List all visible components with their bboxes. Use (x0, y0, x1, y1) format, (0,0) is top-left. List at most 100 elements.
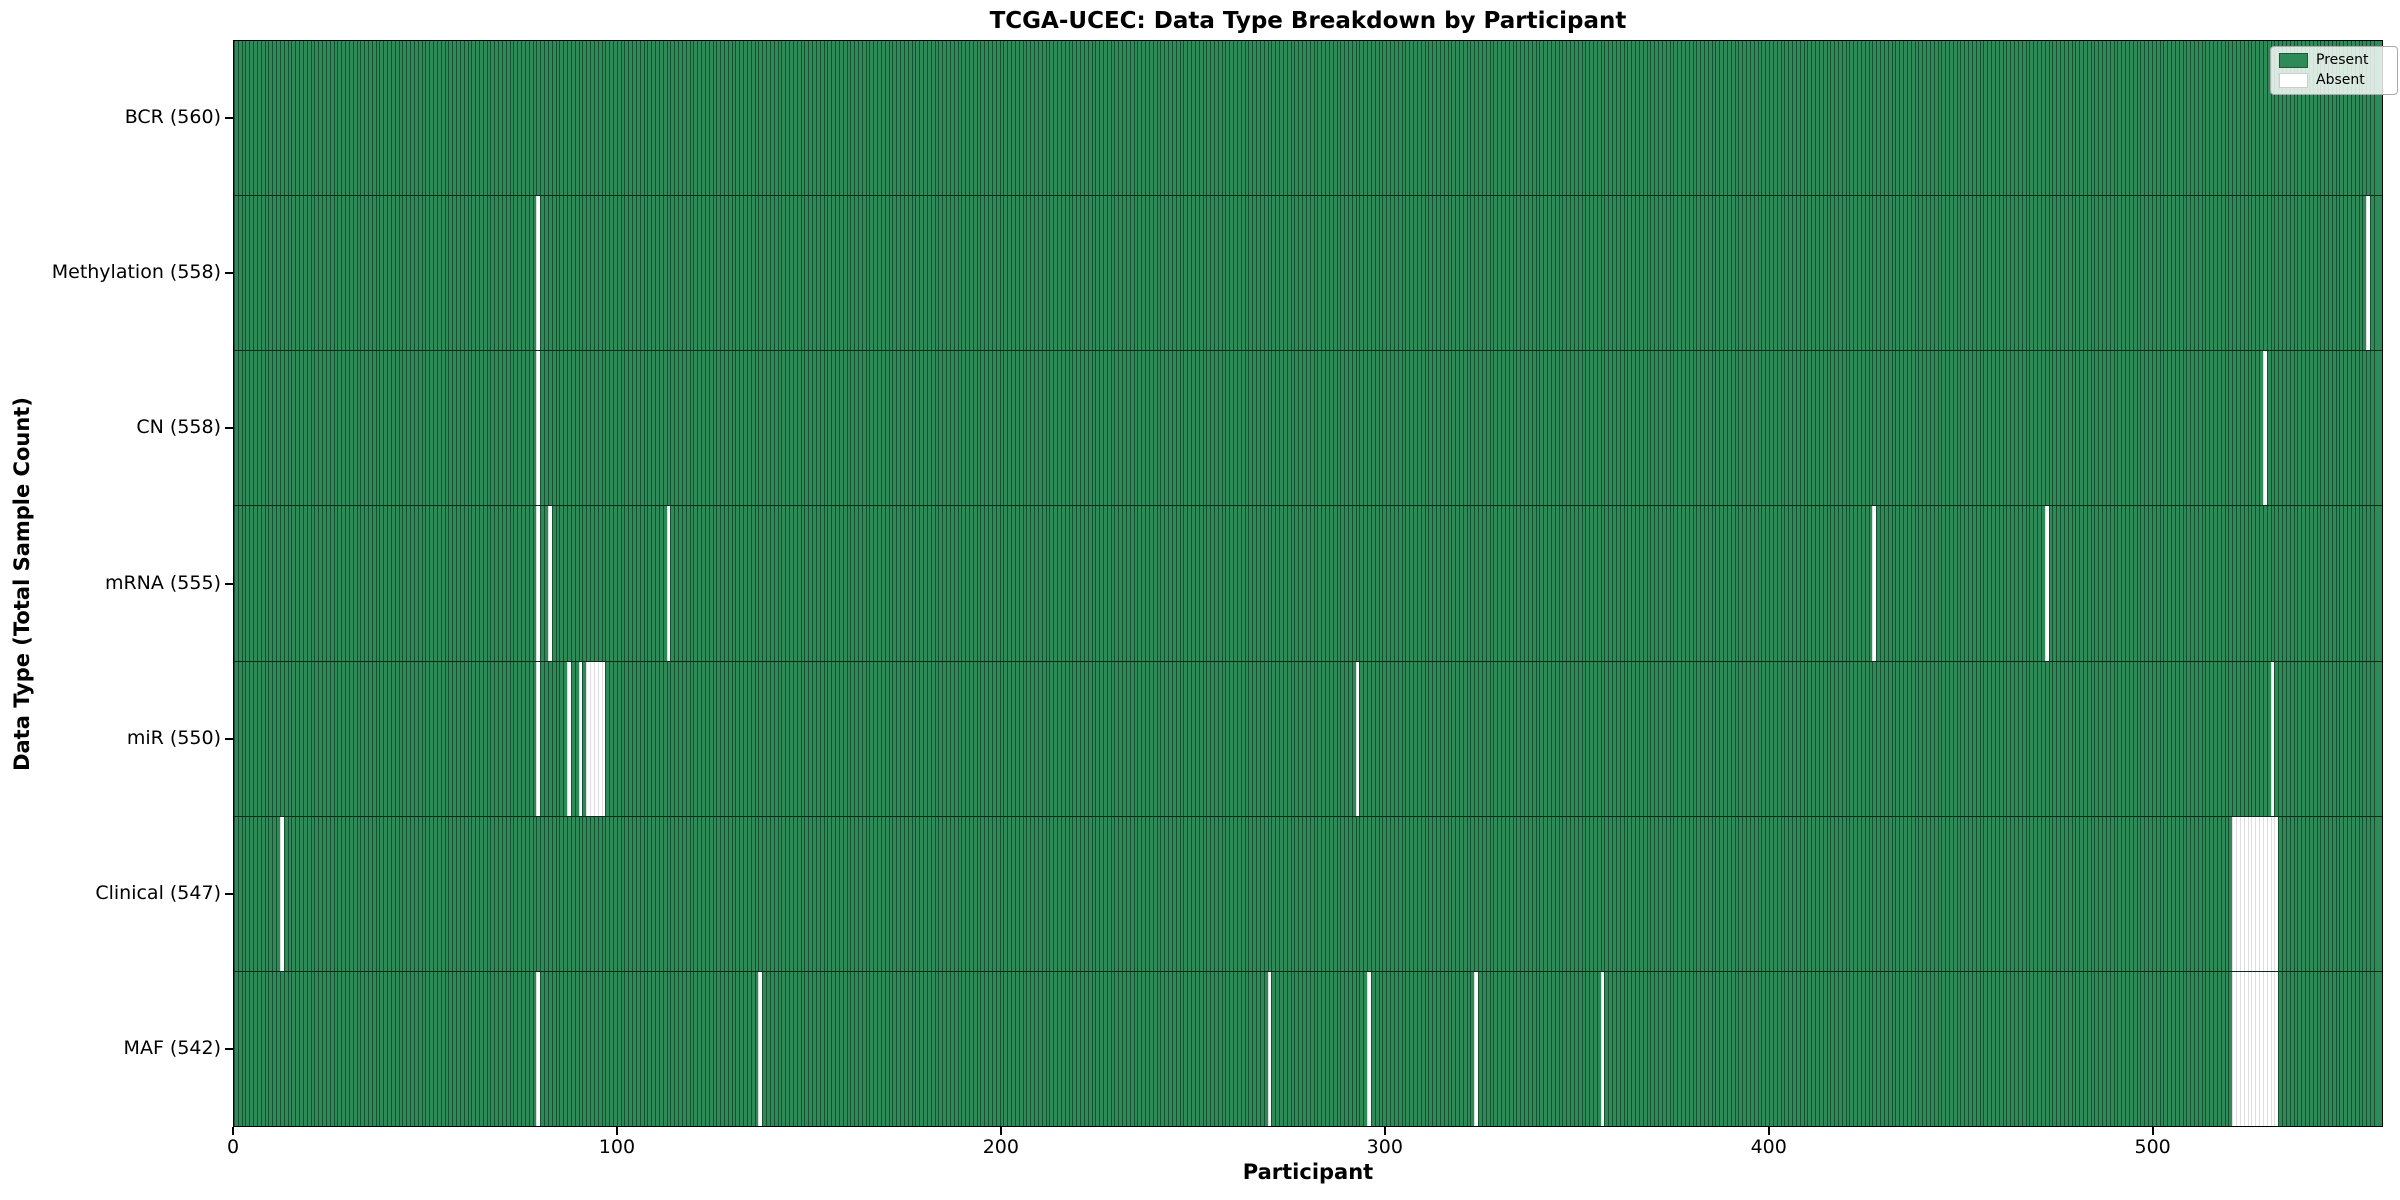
heatmap-cell (2194, 506, 2198, 661)
heatmap-cell (1906, 816, 1911, 971)
heatmap-cell (2335, 506, 2340, 661)
heatmap-cell (865, 41, 870, 196)
heatmap-cell (1141, 661, 1146, 816)
heatmap-cell (1481, 506, 1486, 661)
heatmap-cell (666, 816, 671, 971)
heatmap-cell (425, 971, 430, 1126)
heatmap-cell (2102, 971, 2106, 1126)
heatmap-cell (792, 506, 797, 661)
heatmap-cell (838, 41, 843, 196)
heatmap-cell (325, 41, 330, 196)
heatmap-cell (854, 196, 858, 351)
heatmap-cell (1508, 816, 1513, 971)
heatmap-cell (1642, 661, 1647, 816)
heatmap-cell (295, 971, 300, 1126)
heatmap-cell (743, 816, 747, 971)
heatmap-cell (1681, 196, 1685, 351)
heatmap-cell (2327, 661, 2332, 816)
heatmap-cell (402, 196, 407, 351)
heatmap-cell (1504, 971, 1509, 1126)
heatmap-cell (984, 971, 989, 1126)
heatmap-cell (2278, 661, 2283, 816)
heatmap-cell (980, 506, 985, 661)
heatmap-cell (1876, 41, 1881, 196)
heatmap-cell (1282, 351, 1287, 506)
heatmap-cell (1030, 506, 1035, 661)
heatmap-cell (2205, 971, 2210, 1126)
heatmap-cell (2090, 506, 2095, 661)
heatmap-cell (1883, 196, 1888, 351)
heatmap-cell (1466, 971, 1471, 1126)
heatmap-cell (2128, 41, 2133, 196)
heatmap-cell (1359, 816, 1364, 971)
heatmap-cell (1707, 971, 1712, 1126)
heatmap-cell (467, 41, 472, 196)
heatmap-cell (375, 816, 380, 971)
heatmap-cell (1757, 661, 1762, 816)
heatmap-cell (325, 196, 330, 351)
heatmap-cell (2362, 41, 2367, 196)
heatmap-cell (2071, 816, 2076, 971)
heatmap-cell (2339, 816, 2344, 971)
heatmap-cell (988, 41, 992, 196)
heatmap-cell (1053, 661, 1058, 816)
heatmap-cell (1956, 971, 1961, 1126)
heatmap-cell (1210, 196, 1214, 351)
heatmap-cell (1983, 816, 1988, 971)
heatmap-cell (1673, 971, 1678, 1126)
heatmap-cell (348, 196, 353, 351)
heatmap-cell (1822, 351, 1827, 506)
heatmap-cell (2021, 196, 2026, 351)
heatmap-cell (1217, 196, 1222, 351)
heatmap-cell (1749, 661, 1754, 816)
heatmap-cell (1585, 506, 1590, 661)
heatmap-cell (2044, 196, 2049, 351)
heatmap-cell (268, 661, 273, 816)
heatmap-cell (1351, 196, 1356, 351)
heatmap-cell (479, 971, 483, 1126)
heatmap-cell (555, 816, 560, 971)
heatmap-cell (938, 41, 943, 196)
heatmap-cell (1282, 41, 1287, 196)
heatmap-cell (701, 816, 705, 971)
heatmap-cell (2086, 351, 2091, 506)
heatmap-cell (1589, 816, 1593, 971)
heatmap-cell (2086, 816, 2091, 971)
heatmap-cell (1011, 971, 1015, 1126)
heatmap-cell (1256, 506, 1260, 661)
heatmap-cell (2186, 816, 2191, 971)
heatmap-cell (2370, 41, 2374, 196)
heatmap-cell (831, 196, 836, 351)
heatmap-cell (2067, 41, 2072, 196)
heatmap-cell (314, 351, 319, 506)
heatmap-cell (915, 971, 920, 1126)
heatmap-cell (1340, 41, 1345, 196)
heatmap-cell (291, 41, 296, 196)
heatmap-cell (704, 661, 709, 816)
heatmap-cell (563, 41, 568, 196)
heatmap-cell (2025, 196, 2030, 351)
y-tick-mark (225, 427, 233, 430)
heatmap-cell (1087, 661, 1092, 816)
heatmap-cell (1145, 41, 1149, 196)
heatmap-cell (1700, 661, 1704, 816)
heatmap-cell (475, 506, 479, 661)
heatmap-cell (701, 41, 705, 196)
heatmap-cell (720, 971, 724, 1126)
heatmap-cell (949, 506, 954, 661)
heatmap-row-bcr (234, 41, 2382, 197)
heatmap-cell (632, 661, 636, 816)
heatmap-cell (234, 41, 238, 196)
heatmap-cell (1742, 41, 1747, 196)
heatmap-cell (1857, 816, 1861, 971)
heatmap-cell (570, 506, 575, 661)
heatmap-cell (2194, 196, 2198, 351)
heatmap-cell (444, 661, 449, 816)
heatmap-cell (1148, 196, 1153, 351)
heatmap-cell (1436, 41, 1440, 196)
heatmap-cell (2186, 971, 2191, 1126)
heatmap-cell (1432, 816, 1437, 971)
heatmap-cell (2148, 506, 2152, 661)
heatmap-cell (685, 816, 690, 971)
heatmap-cell (2151, 816, 2156, 971)
